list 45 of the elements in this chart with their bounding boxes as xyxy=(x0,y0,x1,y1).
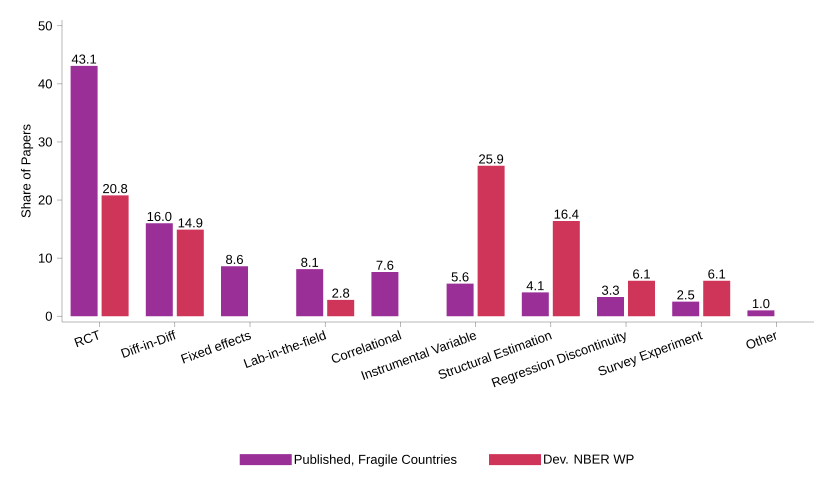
y-axis-title: Share of Papers xyxy=(21,124,34,218)
data-label: 7.6 xyxy=(376,260,394,270)
y-tick-label: 30 xyxy=(38,137,52,147)
bar xyxy=(146,223,173,316)
legend-label: Published, Fragile Countries xyxy=(294,454,457,467)
y-tick-label: 0 xyxy=(46,312,52,321)
y-tick-label: 50 xyxy=(38,21,52,30)
bar xyxy=(327,300,354,316)
data-label: 8.6 xyxy=(226,254,243,264)
x-tick-label: RCT xyxy=(74,330,98,348)
legend-label: Dev. NBER WP xyxy=(544,454,634,464)
data-label: 25.9 xyxy=(479,154,504,164)
bar xyxy=(703,280,730,316)
data-label: 6.1 xyxy=(708,269,726,279)
bar xyxy=(672,302,700,316)
bar xyxy=(597,297,624,316)
bar xyxy=(371,272,398,316)
bar xyxy=(102,195,129,316)
data-label: 16.4 xyxy=(554,210,579,219)
data-label: 16.0 xyxy=(148,212,172,222)
bar xyxy=(628,280,656,316)
data-label: 43.1 xyxy=(72,54,96,64)
bar xyxy=(446,284,474,316)
data-label: 8.1 xyxy=(301,258,318,267)
data-label: 1.0 xyxy=(752,298,770,308)
x-tick-label: Other xyxy=(746,332,776,349)
bar xyxy=(522,292,549,316)
bar xyxy=(296,269,324,316)
y-tick-label: 20 xyxy=(38,195,52,205)
y-tick-label: 10 xyxy=(38,254,52,263)
data-label: 5.6 xyxy=(452,272,469,282)
data-label: 6.1 xyxy=(633,269,650,279)
data-label: 14.9 xyxy=(178,218,202,228)
bar xyxy=(70,66,98,316)
bar xyxy=(176,230,204,316)
bar xyxy=(478,166,505,316)
data-label: 2.5 xyxy=(677,290,694,300)
data-label: 3.3 xyxy=(602,286,619,295)
data-label: 20.8 xyxy=(103,184,128,194)
bar xyxy=(747,310,774,316)
bar xyxy=(552,220,580,316)
data-label: 2.8 xyxy=(332,288,350,298)
bar xyxy=(221,266,248,316)
data-label: 4.1 xyxy=(526,281,544,290)
y-tick-label: 40 xyxy=(38,79,52,88)
